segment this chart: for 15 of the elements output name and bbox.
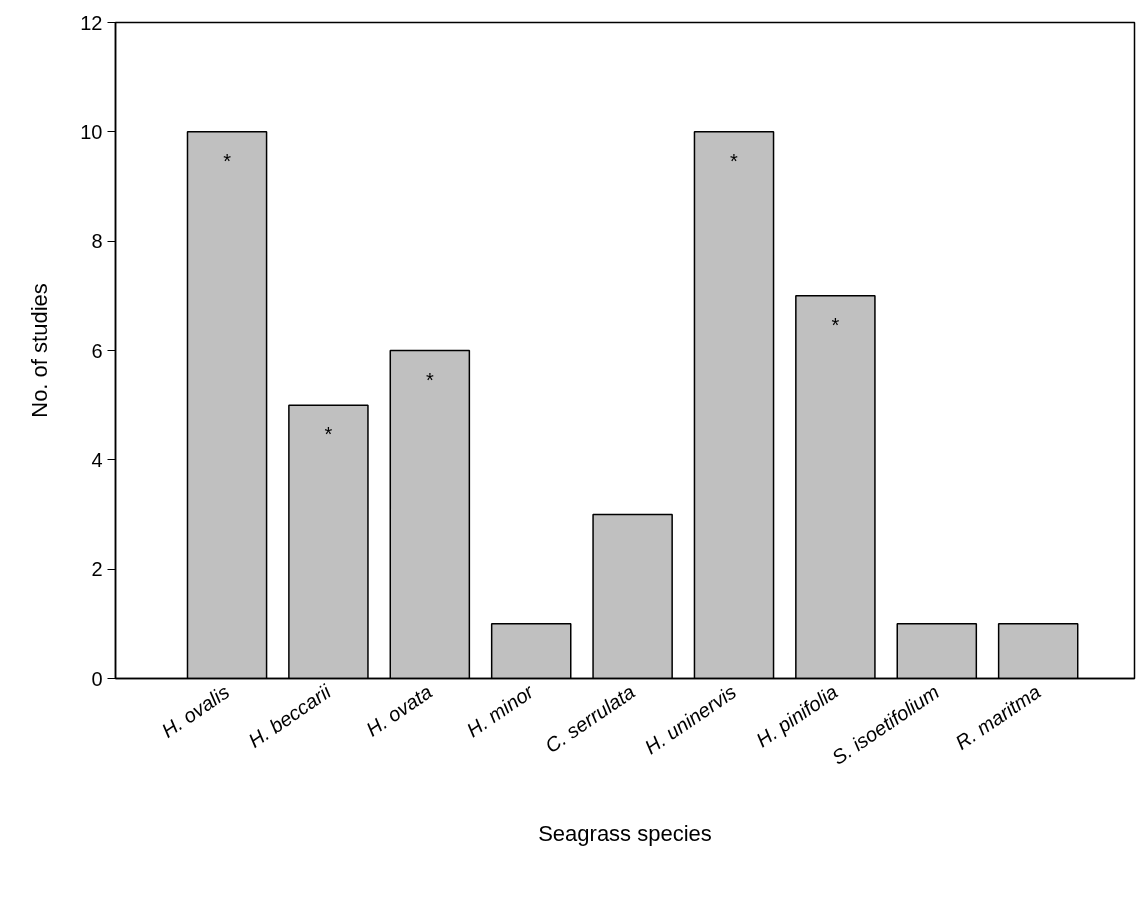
x-tick-label: H. ovata — [362, 680, 436, 741]
y-tick-label: 6 — [91, 339, 103, 362]
x-axis-title: Seagrass species — [538, 820, 712, 846]
y-tick-label: 0 — [91, 667, 103, 690]
annotation: * — [425, 368, 434, 391]
y-axis-title: No. of studies — [27, 283, 53, 418]
y-tick-label: 12 — [80, 11, 103, 34]
y-tick-label: 2 — [91, 558, 103, 581]
y-tick-label: 8 — [91, 230, 103, 253]
annotation: * — [324, 423, 333, 446]
y-tick-label: 4 — [91, 448, 103, 471]
annotation: * — [223, 149, 232, 172]
y-tick-label: 10 — [80, 120, 103, 143]
annotation: * — [730, 149, 739, 172]
annotation: * — [831, 313, 840, 336]
